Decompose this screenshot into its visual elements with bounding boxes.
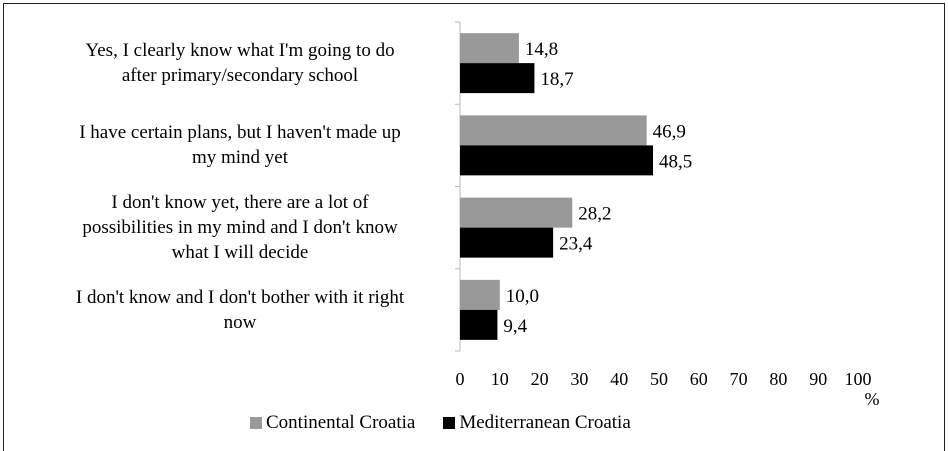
x-tick-label: 100	[845, 369, 872, 389]
x-tick-label: 10	[491, 369, 509, 389]
bar-mediterranean	[460, 227, 554, 258]
category-label-line: my mind yet	[191, 147, 289, 169]
x-tick-label: 40	[610, 369, 628, 389]
legend-swatch	[250, 417, 262, 429]
category-label-line: I don't know and I don't bother with it …	[75, 286, 405, 308]
data-label: 46,9	[653, 121, 686, 142]
x-unit-label: %	[865, 389, 880, 409]
category-label-line: after primary/secondary school	[121, 65, 359, 87]
category-label-line: I don't know yet, there are a lot of	[111, 192, 369, 214]
legend-label: Mediterranean Croatia	[459, 412, 631, 433]
bar-continental	[460, 33, 519, 64]
data-label: 14,8	[525, 39, 558, 60]
legend-item: Continental Croatia	[250, 412, 415, 434]
legend-swatch	[443, 417, 456, 429]
data-label: 10,0	[506, 286, 539, 307]
data-label: 23,4	[559, 234, 593, 255]
bar-continental	[460, 279, 500, 310]
x-tick-label: 80	[769, 369, 787, 389]
data-label: 48,5	[659, 151, 692, 172]
bar-mediterranean	[460, 63, 535, 94]
x-tick-label: 30	[570, 369, 588, 389]
bar-mediterranean	[460, 145, 654, 176]
data-label: 9,4	[503, 316, 527, 337]
legend-label: Continental Croatia	[266, 412, 416, 433]
x-tick-label: 90	[809, 369, 827, 389]
category-label: I don't know and I don't bother with it …	[30, 285, 450, 335]
legend: Continental Croatia Mediterranean Croatia	[250, 412, 659, 434]
legend-item: Mediterranean Croatia	[443, 412, 631, 434]
x-tick-label: 60	[690, 369, 708, 389]
x-tick-label: 50	[650, 369, 668, 389]
data-label: 18,7	[540, 69, 573, 90]
category-label-line: what I will decide	[171, 242, 309, 264]
x-tick-label: 0	[456, 369, 465, 389]
bar-mediterranean	[460, 309, 498, 340]
category-label: I have certain plans, but I haven't made…	[30, 120, 450, 170]
category-label-line: possibilities in my mind and I don't kno…	[82, 217, 398, 239]
category-label: Yes, I clearly know what I'm going to do…	[30, 38, 450, 88]
data-label: 28,2	[578, 204, 611, 225]
x-tick-label: 20	[531, 369, 549, 389]
category-label-line: Yes, I clearly know what I'm going to do	[85, 40, 395, 62]
bar-continental	[460, 115, 647, 146]
category-label-line: I have certain plans, but I haven't made…	[79, 122, 401, 144]
category-label: I don't know yet, there are a lot of poss…	[30, 190, 450, 265]
category-label-line: now	[223, 311, 257, 333]
bar-continental	[460, 197, 573, 228]
x-tick-label: 70	[730, 369, 748, 389]
